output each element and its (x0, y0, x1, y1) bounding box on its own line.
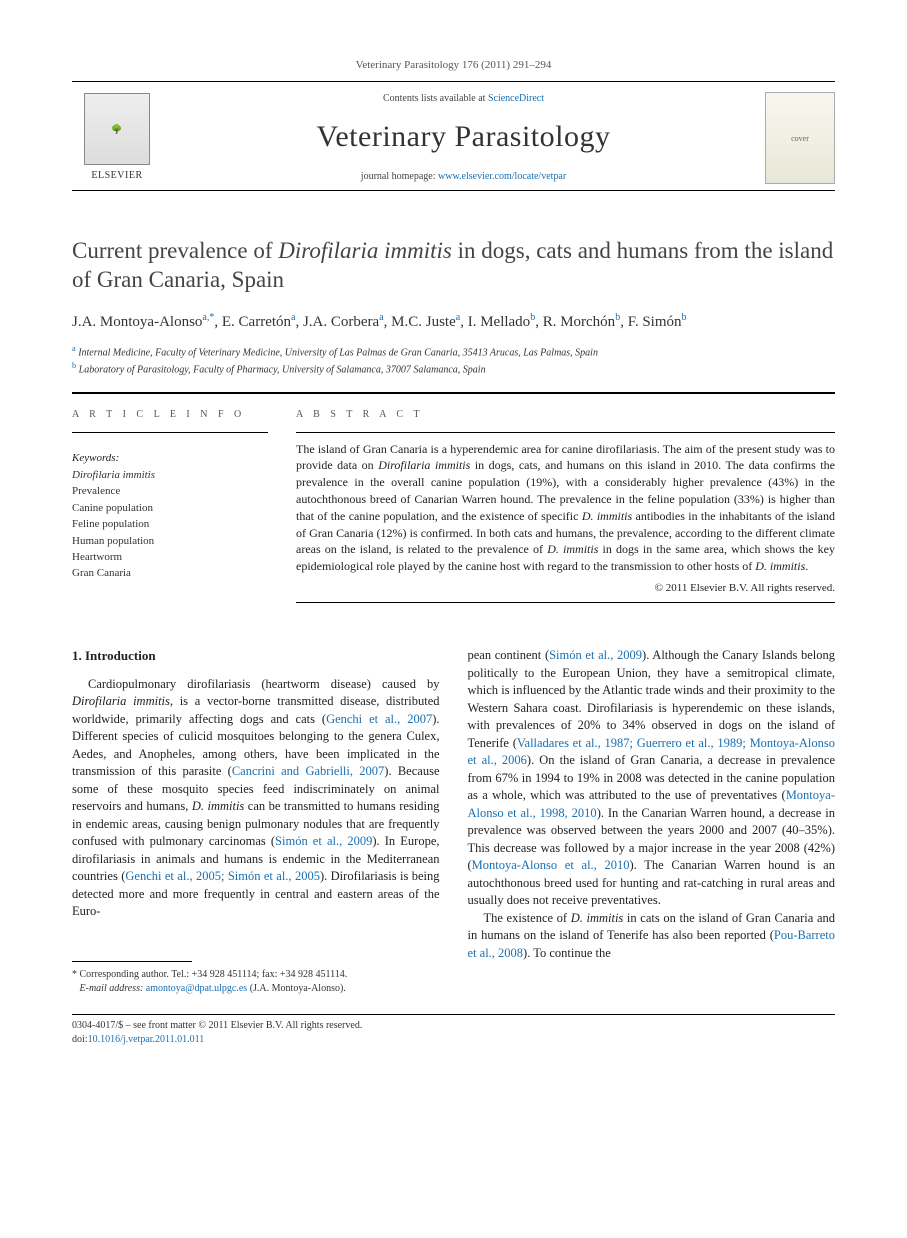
body-columns: 1. Introduction Cardiopulmonary dirofila… (72, 647, 835, 995)
body-paragraph: The existence of D. immitis in cats on t… (468, 910, 836, 963)
right-column: pean continent (Simón et al., 2009). Alt… (468, 647, 836, 995)
body-paragraph: Cardiopulmonary dirofilariasis (heartwor… (72, 676, 440, 921)
affiliation-b: b Laboratory of Parasitology, Faculty of… (72, 360, 835, 377)
page-container: Veterinary Parasitology 176 (2011) 291–2… (0, 0, 907, 1087)
journal-homepage-link[interactable]: www.elsevier.com/locate/vetpar (438, 171, 566, 182)
keyword: Gran Canaria (72, 566, 268, 581)
title-block: Current prevalence of Dirofilaria immiti… (72, 237, 835, 377)
publisher-block: 🌳 ELSEVIER (72, 93, 162, 183)
body-paragraph: pean continent (Simón et al., 2009). Alt… (468, 647, 836, 910)
page-footer: 0304-4017/$ – see front matter © 2011 El… (72, 1014, 835, 1047)
homepage-prefix: journal homepage: (361, 171, 438, 182)
masthead-center: Contents lists available at ScienceDirec… (162, 92, 765, 184)
affiliation-a: a Internal Medicine, Faculty of Veterina… (72, 343, 835, 360)
journal-homepage-line: journal homepage: www.elsevier.com/locat… (162, 170, 765, 184)
keyword: Prevalence (72, 484, 268, 499)
article-info-column: A R T I C L E I N F O Keywords: Dirofila… (72, 393, 282, 618)
footnote-separator (72, 961, 192, 962)
abstract-copyright: © 2011 Elsevier B.V. All rights reserved… (296, 581, 835, 596)
author-email-link[interactable]: amontoya@dpat.ulpgc.es (146, 983, 247, 994)
contents-available-line: Contents lists available at ScienceDirec… (162, 92, 765, 106)
publisher-name: ELSEVIER (91, 169, 142, 183)
masthead: 🌳 ELSEVIER Contents lists available at S… (72, 81, 835, 191)
keywords-heading: Keywords: (72, 451, 268, 466)
abstract-text: The island of Gran Canaria is a hyperend… (296, 441, 835, 575)
doi-link[interactable]: 10.1016/j.vetpar.2011.01.011 (88, 1034, 205, 1045)
keyword: Heartworm (72, 550, 268, 565)
corresponding-author-footnote: * Corresponding author. Tel.: +34 928 45… (72, 968, 440, 996)
divider (296, 602, 835, 603)
footnote-email-line: E-mail address: amontoya@dpat.ulpgc.es (… (72, 982, 440, 996)
keyword: Feline population (72, 517, 268, 532)
affiliations: a Internal Medicine, Faculty of Veterina… (72, 343, 835, 378)
footer-doi-line: doi:10.1016/j.vetpar.2011.01.011 (72, 1033, 362, 1047)
abstract-label: A B S T R A C T (296, 408, 835, 422)
abstract-column: A B S T R A C T The island of Gran Canar… (282, 393, 835, 618)
keyword: Human population (72, 534, 268, 549)
keywords-list: Dirofilaria immitis Prevalence Canine po… (72, 468, 268, 582)
footer-copyright: 0304-4017/$ – see front matter © 2011 El… (72, 1019, 362, 1033)
info-abstract-row: A R T I C L E I N F O Keywords: Dirofila… (72, 393, 835, 618)
sciencedirect-link[interactable]: ScienceDirect (488, 93, 544, 104)
footnote-line-1: * Corresponding author. Tel.: +34 928 45… (72, 968, 440, 982)
elsevier-tree-icon: 🌳 (84, 93, 150, 165)
authors-line: J.A. Montoya-Alonsoa,*, E. Carretóna, J.… (72, 311, 835, 333)
article-info-label: A R T I C L E I N F O (72, 408, 268, 422)
journal-title: Veterinary Parasitology (162, 116, 765, 158)
contents-prefix: Contents lists available at (383, 93, 488, 104)
section-heading: 1. Introduction (72, 647, 440, 665)
journal-cover-thumbnail: cover (765, 92, 835, 184)
keyword: Dirofilaria immitis (72, 468, 268, 483)
keyword: Canine population (72, 501, 268, 516)
footer-left: 0304-4017/$ – see front matter © 2011 El… (72, 1019, 362, 1047)
divider (72, 432, 268, 433)
divider (296, 432, 835, 433)
left-column: 1. Introduction Cardiopulmonary dirofila… (72, 647, 440, 995)
article-title: Current prevalence of Dirofilaria immiti… (72, 237, 835, 295)
running-citation: Veterinary Parasitology 176 (2011) 291–2… (72, 58, 835, 73)
